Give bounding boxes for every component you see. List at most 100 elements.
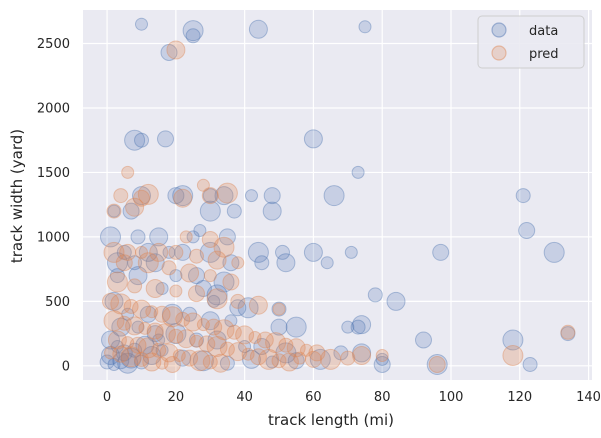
scatter-point-pred	[235, 325, 255, 345]
scatter-point-data	[560, 326, 576, 342]
scatter-point-pred	[168, 244, 184, 260]
scatter-point-data	[275, 342, 297, 364]
x-tick-label: 20	[168, 390, 185, 405]
scatter-point-data	[262, 201, 282, 221]
scatter-point-pred	[278, 337, 294, 353]
scatter-point-data	[186, 230, 200, 244]
scatter-point-data	[152, 333, 166, 347]
y-tick-label: 1500	[37, 166, 70, 181]
scatter-point-pred	[138, 321, 152, 335]
y-axis-label: track width (yard)	[8, 129, 26, 263]
scatter-point-pred	[161, 306, 183, 328]
scatter-point-pred	[120, 346, 142, 368]
scatter-point-pred	[104, 346, 117, 360]
scatter-point-data	[224, 314, 238, 328]
scatter-point-data	[375, 352, 389, 366]
scatter-point-pred	[249, 348, 267, 366]
scatter-point-pred	[134, 351, 149, 367]
scatter-point-data	[116, 244, 132, 260]
scatter-point-data	[160, 44, 178, 61]
scatter-point-data	[237, 297, 259, 319]
plot-background	[83, 10, 592, 380]
scatter-point-data	[245, 189, 258, 203]
scatter-point-data	[124, 129, 146, 151]
scatter-point-pred	[226, 324, 242, 340]
scatter-point-pred	[272, 302, 286, 316]
scatter-point-data	[155, 343, 169, 357]
scatter-point-data	[99, 354, 115, 370]
scatter-point-pred	[127, 278, 143, 294]
scatter-point-pred	[428, 356, 446, 373]
scatter-point-data	[253, 338, 271, 355]
scatter-point-data	[111, 317, 131, 337]
scatter-point-data	[242, 349, 261, 369]
scatter-point-data	[193, 224, 207, 237]
scatter-point-data	[200, 311, 220, 331]
scatter-point-data	[174, 243, 192, 261]
y-tick-label: 2000	[37, 101, 70, 116]
scatter-point-pred	[241, 347, 255, 361]
scatter-point-data	[128, 266, 148, 286]
scatter-point-data	[101, 330, 120, 350]
scatter-point-pred	[308, 344, 326, 362]
scatter-point-data	[101, 346, 120, 365]
series-data	[99, 17, 576, 375]
scatter-point-pred	[151, 342, 167, 358]
y-tick-label: 2500	[37, 37, 70, 52]
scatter-point-data	[206, 284, 228, 306]
scatter-point-pred	[103, 241, 125, 263]
scatter-point-data	[333, 345, 349, 361]
scatter-point-data	[134, 132, 149, 148]
scatter-point-data	[358, 20, 372, 34]
scatter-point-pred	[149, 242, 169, 262]
scatter-point-pred	[129, 336, 147, 354]
scatter-point-pred	[293, 351, 307, 365]
scatter-point-pred	[106, 271, 128, 293]
scatter-point-pred	[125, 197, 145, 217]
scatter-point-pred	[168, 328, 184, 344]
scatter-point-data	[155, 282, 169, 295]
x-axis-label: track length (mi)	[268, 411, 394, 429]
scatter-point-pred	[176, 329, 196, 349]
scatter-point-data	[107, 204, 121, 218]
x-tick-label: 100	[439, 390, 464, 405]
scatter-point-data	[323, 185, 345, 207]
scatter-point-data	[182, 306, 198, 322]
legend-label-pred: pred	[529, 47, 559, 62]
scatter-point-data	[247, 241, 269, 263]
scatter-point-pred	[219, 341, 235, 357]
scatter-point-data	[182, 20, 204, 42]
scatter-point-data	[130, 229, 146, 245]
scatter-point-data	[106, 252, 128, 274]
scatter-point-pred	[175, 311, 191, 327]
scatter-point-data	[238, 340, 252, 353]
scatter-point-data	[199, 241, 221, 263]
scatter-point-pred	[166, 40, 186, 60]
scatter-point-pred	[286, 338, 306, 358]
scatter-point-data	[115, 344, 133, 362]
scatter-point-data	[145, 253, 165, 273]
scatter-point-data	[303, 129, 323, 149]
scatter-point-pred	[116, 315, 132, 331]
scatter-point-pred	[106, 203, 122, 219]
scatter-point-data	[248, 19, 268, 39]
scatter-point-pred	[125, 316, 145, 336]
scatter-point-data	[350, 319, 366, 335]
y-tick-label: 500	[45, 295, 70, 310]
scatter-point-pred	[216, 182, 238, 204]
scatter-point-data	[219, 355, 235, 371]
scatter-point-pred	[211, 353, 231, 373]
scatter-point-data	[352, 315, 372, 335]
scatter-point-pred	[180, 263, 200, 283]
scatter-point-data	[202, 188, 218, 204]
scatter-point-data	[135, 335, 155, 355]
scatter-point-pred	[161, 260, 177, 276]
scatter-point-data	[367, 287, 383, 303]
scatter-point-data	[117, 352, 139, 374]
scatter-point-data	[213, 271, 235, 293]
scatter-point-data	[189, 332, 204, 348]
scatter-point-data	[341, 320, 355, 334]
scatter-point-pred	[135, 245, 148, 259]
scatter-point-data	[214, 186, 234, 206]
scatter-point-pred	[113, 188, 129, 204]
